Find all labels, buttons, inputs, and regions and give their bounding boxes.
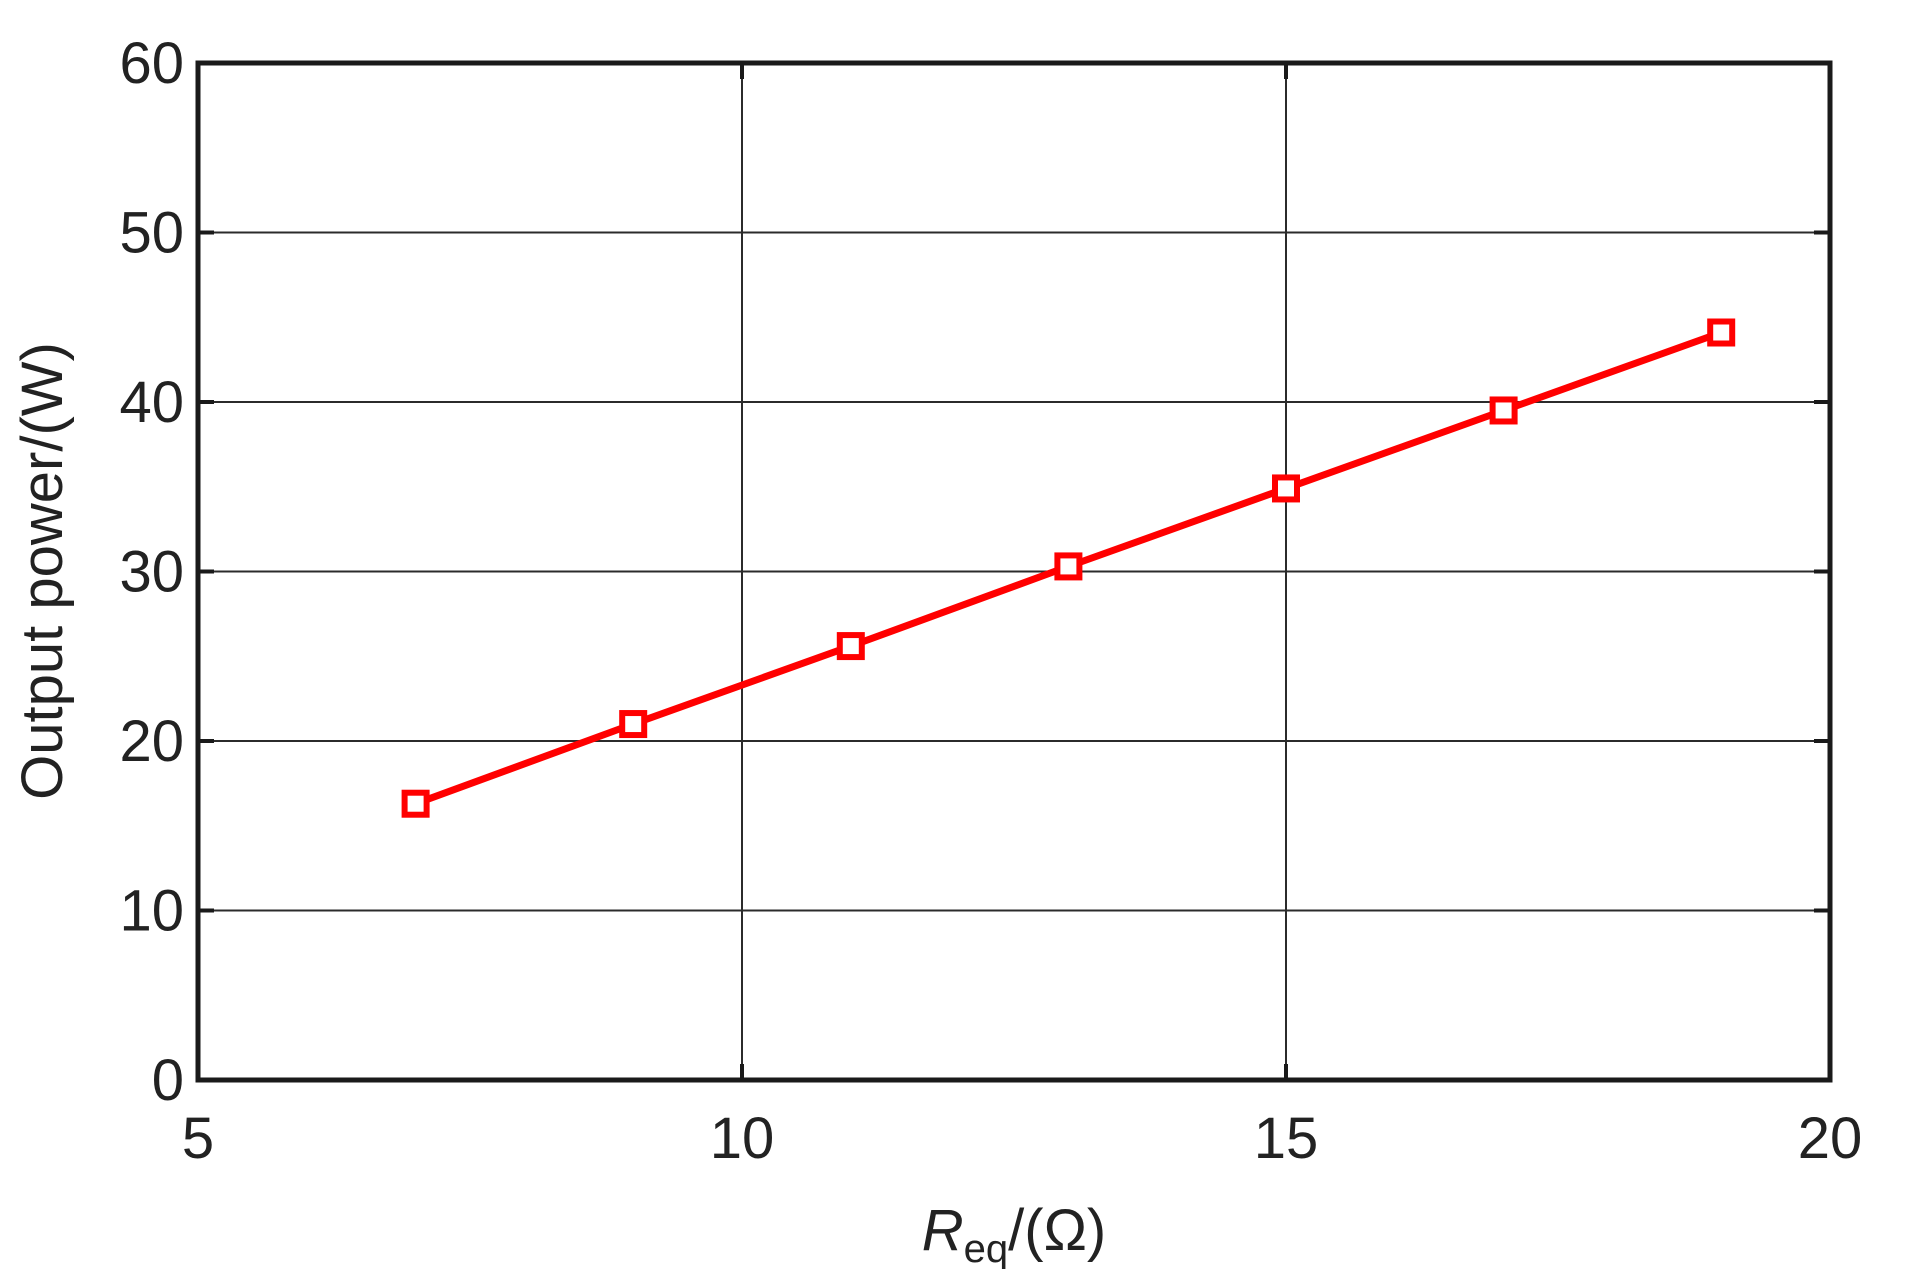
y-tick-label: 10 <box>119 879 184 944</box>
square-marker <box>836 632 865 661</box>
x-axis-label: Req/(Ω) <box>922 1198 1107 1269</box>
grid-lines <box>198 63 1830 1080</box>
data-point <box>1272 474 1300 503</box>
square-marker <box>1489 396 1518 425</box>
y-tick-label: 50 <box>119 201 184 266</box>
square-marker <box>619 710 648 739</box>
data-point <box>401 789 430 818</box>
y-tick-label: 60 <box>119 31 184 96</box>
y-axis-label: Output power/(W) <box>10 342 75 800</box>
data-point <box>836 632 865 661</box>
square-marker <box>1707 318 1736 347</box>
x-tick-labels: 5 10 15 20 <box>182 1106 1862 1171</box>
data-point <box>1707 318 1736 347</box>
y-tick-label: 20 <box>119 709 184 774</box>
x-tick-label: 5 <box>182 1106 214 1171</box>
y-tick-label: 40 <box>119 370 184 435</box>
x-tick-label: 10 <box>710 1106 775 1171</box>
square-marker <box>1054 552 1083 581</box>
plot-frame <box>195 60 1833 1083</box>
x-axis-label-main: R <box>922 1198 964 1263</box>
x-tick-label: 20 <box>1798 1106 1863 1171</box>
data-point <box>1054 552 1083 581</box>
x-axis-label-subscript: eq <box>964 1227 1009 1269</box>
y-tick-labels: 0 10 20 30 40 50 60 <box>119 31 184 1113</box>
y-tick-label: 30 <box>119 540 184 605</box>
data-point <box>1489 396 1518 425</box>
x-axis-label-suffix: /(Ω) <box>1008 1198 1106 1263</box>
data-point <box>619 710 648 739</box>
y-tick-label: 0 <box>152 1048 184 1113</box>
series-layer <box>401 318 1736 818</box>
x-tick-label: 15 <box>1254 1106 1319 1171</box>
square-marker <box>401 789 430 818</box>
square-marker <box>1272 474 1300 503</box>
